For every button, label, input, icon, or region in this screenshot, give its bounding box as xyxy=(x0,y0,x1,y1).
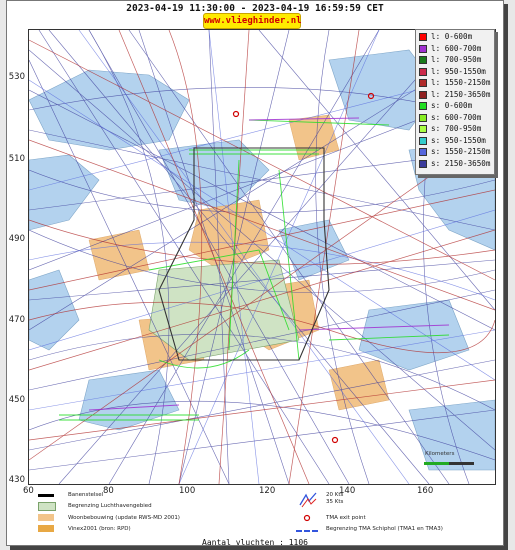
y-tick-530: 530 xyxy=(8,72,25,82)
x-tick-80: 80 xyxy=(103,486,114,496)
legend-swatch xyxy=(419,33,427,41)
legend-item: l: 1550-2150m xyxy=(419,78,490,89)
legend-swatch xyxy=(419,67,427,76)
legend-swatch xyxy=(419,148,427,156)
airport-limit-swatch xyxy=(38,502,56,511)
legend-swatch xyxy=(419,159,427,168)
housing-label: Woonbebouwing (update RWS-MD 2001) xyxy=(68,515,180,521)
time-range-title: 2023-04-19 11:30:00 - 2023-04-19 16:59:5… xyxy=(126,3,384,14)
legend-item: l: 600-700m xyxy=(419,44,481,55)
flight-count: Aantal vluchten : 1106 xyxy=(202,538,308,547)
legend-swatch xyxy=(419,136,427,145)
flight-tracks-green xyxy=(59,119,450,421)
legend-swatch xyxy=(419,90,427,99)
legend-item: l: 950-1550m xyxy=(419,67,486,78)
wind-20-label: 20 Kts xyxy=(326,492,344,498)
site-logo[interactable]: www.vlieghinder.nl xyxy=(203,13,302,29)
map-key: Banenstelsel Begrenzing Luchthavengebied… xyxy=(28,487,494,539)
legend-swatch xyxy=(419,44,427,53)
legend-item: s: 700-950m xyxy=(419,124,481,135)
legend-item: l: 0-600m xyxy=(419,32,472,43)
altitude-legend: l: 0-600m l: 600-700m l: 700-950m l: 950… xyxy=(415,29,495,175)
legend-item: s: 950-1550m xyxy=(419,136,486,147)
flight-tracks-purple xyxy=(88,117,450,411)
x-tick-120: 120 xyxy=(259,486,276,496)
vinex-label: Vinex2001 (bron: RPD) xyxy=(68,526,131,532)
y-tick-450: 450 xyxy=(8,395,25,405)
y-tick-470: 470 xyxy=(8,315,25,325)
runway-label: Banenstelsel xyxy=(68,492,104,498)
y-tick-490: 490 xyxy=(8,234,25,244)
legend-swatch xyxy=(419,79,427,87)
legend-swatch xyxy=(419,125,427,133)
tma-exit-label: TMA exit point xyxy=(326,515,366,521)
x-tick-140: 140 xyxy=(339,486,356,496)
wind-35-label: 35 Kts xyxy=(326,499,344,505)
flight-tracks-low xyxy=(29,30,495,484)
y-tick-430: 430 xyxy=(8,475,25,485)
legend-item: s: 1550-2150m xyxy=(419,147,490,158)
legend-swatch xyxy=(419,56,427,64)
scale-label: Kilometers xyxy=(425,451,455,457)
map-frame: 2023-04-19 11:30:00 - 2023-04-19 16:59:5… xyxy=(6,0,504,547)
legend-item: l: 700-950m xyxy=(419,55,481,66)
vinex-swatch xyxy=(38,525,54,532)
flight-track-map[interactable]: Kilometers xyxy=(28,29,496,485)
y-tick-510: 510 xyxy=(8,154,25,164)
x-tick-160: 160 xyxy=(417,486,434,496)
map-canvas xyxy=(29,30,495,484)
x-tick-60: 60 xyxy=(23,486,34,496)
legend-item: s: 0-600m xyxy=(419,101,472,112)
airport-limit-label: Begrenzing Luchthavengebied xyxy=(68,503,152,509)
housing-swatch xyxy=(38,514,54,521)
legend-item: s: 600-700m xyxy=(419,113,481,124)
tma-exit-icon xyxy=(303,514,311,522)
legend-swatch xyxy=(419,102,427,110)
legend-swatch xyxy=(419,113,427,122)
tma-limit-swatch xyxy=(296,530,318,532)
x-tick-100: 100 xyxy=(179,486,196,496)
scale-bar xyxy=(424,462,474,465)
tma-boundary xyxy=(158,147,330,361)
runway-swatch xyxy=(38,494,54,497)
tma-limit-label: Begrenzing TMA Schiphol (TMA1 en TMA3) xyxy=(326,526,443,532)
wind-arrow-icon xyxy=(299,492,317,508)
legend-item: s: 2150-3650m xyxy=(419,159,490,170)
tma-exit-points xyxy=(232,92,375,444)
legend-item: l: 2150-3650m xyxy=(419,90,490,101)
